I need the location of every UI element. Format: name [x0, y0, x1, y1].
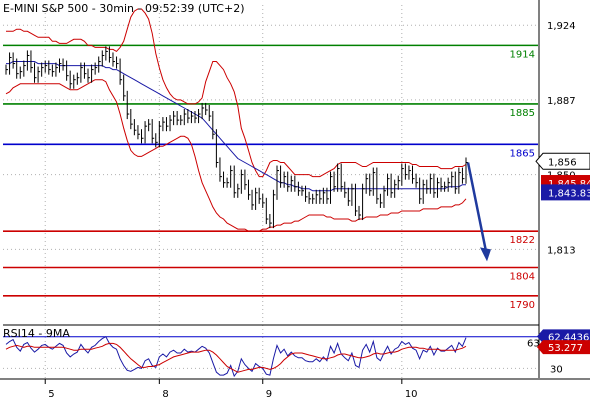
- level-label-1804: 1804: [510, 272, 535, 283]
- rsi-level-high-label: 63: [527, 339, 540, 350]
- badge-last-price-text: 1,856: [548, 157, 577, 168]
- horizontal-levels[interactable]: 1914 1885 1865 1822 1804 1790: [3, 44, 538, 311]
- level-label-1790: 1790: [510, 300, 535, 311]
- chart-title: E-MINI S&P 500 - 30min - 09:52:39 (UTC+2…: [3, 2, 244, 15]
- x-tick-label: 9: [266, 389, 272, 400]
- x-tick-label: 5: [48, 389, 54, 400]
- bollinger-upper-line: [6, 8, 467, 178]
- moving-average-line: [6, 61, 466, 192]
- badge-rsi-ma-shape: [537, 340, 590, 355]
- y-tick-label: 1,924: [547, 21, 576, 32]
- forecast-arrow-shaft: [466, 162, 488, 252]
- x-tick-label: 8: [162, 389, 168, 400]
- level-label-1914: 1914: [510, 49, 535, 60]
- badge-rsi-ma-text: 53.277: [548, 343, 583, 354]
- badge-last-price: 1,856: [535, 152, 590, 170]
- rsi-panel: 63: [3, 336, 540, 378]
- rsi-line: [5, 336, 467, 378]
- badge-rsi-value: 62.4436: [537, 329, 590, 344]
- rsi-level-low-label: 30: [550, 364, 563, 375]
- forecast-arrow-head: [480, 247, 491, 262]
- x-tick-label: 10: [405, 389, 418, 400]
- badge-lower-band-shape: [541, 184, 590, 201]
- badge-rsi-ma: 53.277: [537, 340, 590, 355]
- badge-lower-band-text: 1,843.83: [548, 188, 590, 199]
- level-label-1885: 1885: [510, 108, 535, 119]
- y-tick-label: 1,813: [547, 245, 576, 256]
- level-label-1865: 1865: [510, 148, 535, 159]
- rsi-ma-line: [5, 342, 467, 373]
- bollinger-lower-line: [5, 79, 467, 232]
- badge-lower-band: 1,843.83: [541, 184, 590, 201]
- badge-last-price-shape: [535, 152, 590, 170]
- rsi-title: RSI14 - 9MA: [3, 327, 70, 340]
- bollinger-bands: [5, 8, 467, 232]
- forecast-arrow: [466, 162, 491, 262]
- badge-rsi-value-text: 62.4436: [548, 332, 589, 343]
- price-bars: [5, 46, 468, 229]
- badge-rsi-value-shape: [537, 329, 590, 344]
- level-label-1822: 1822: [510, 235, 535, 246]
- y-tick-label: 1,887: [547, 96, 576, 107]
